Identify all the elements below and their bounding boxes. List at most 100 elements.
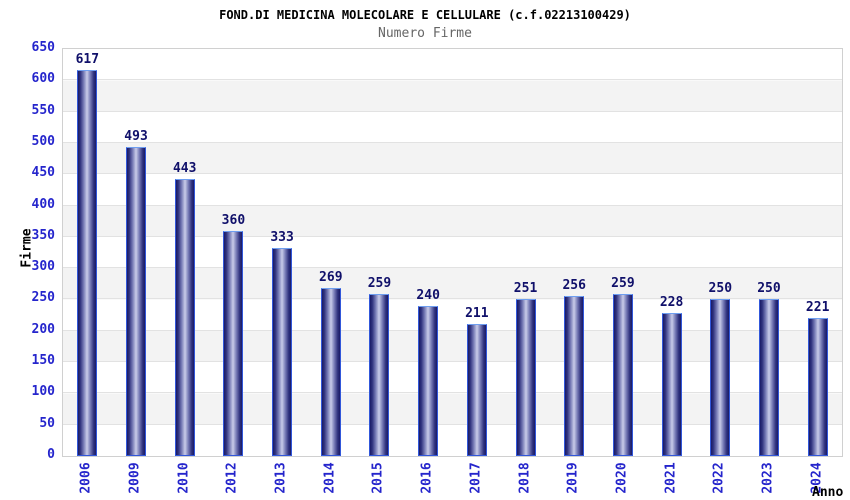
y-tick-label: 600 bbox=[31, 71, 55, 87]
x-tick-slot: 2021 bbox=[646, 457, 695, 499]
gridline bbox=[63, 110, 842, 112]
x-tick-slot: 2014 bbox=[305, 457, 354, 499]
x-tick-slot: 2018 bbox=[500, 457, 549, 499]
gridline bbox=[63, 267, 842, 269]
bar-2009 bbox=[126, 147, 147, 456]
bar-2018 bbox=[515, 298, 536, 456]
bar-value-label: 240 bbox=[416, 287, 440, 303]
y-tick-label: 100 bbox=[31, 384, 55, 400]
x-tick-slot: 2016 bbox=[403, 457, 452, 499]
x-tick-slot: 2020 bbox=[598, 457, 647, 499]
gridline bbox=[63, 204, 842, 206]
bar-2022 bbox=[710, 299, 731, 456]
bar-2010 bbox=[174, 178, 195, 456]
x-tick-label: 2023 bbox=[760, 462, 776, 494]
x-tick-slot: 2017 bbox=[452, 457, 501, 499]
y-tick-label: 0 bbox=[47, 447, 55, 462]
x-tick-slot: 2023 bbox=[744, 457, 793, 499]
bar-value-label: 228 bbox=[659, 295, 684, 311]
bar-value-label: 333 bbox=[270, 229, 294, 245]
bar-slot: 259 bbox=[355, 49, 404, 456]
y-tick-label: 400 bbox=[31, 196, 55, 212]
y-tick-label: 50 bbox=[39, 415, 55, 431]
bar-slot: 259 bbox=[599, 49, 648, 456]
bar-2024 bbox=[807, 317, 828, 456]
bar-value-label: 221 bbox=[805, 299, 830, 315]
bar-2021 bbox=[661, 313, 682, 456]
bar-2015 bbox=[369, 293, 390, 456]
bar-slot: 493 bbox=[112, 49, 161, 456]
gridline bbox=[63, 423, 842, 425]
x-tick-label: 2017 bbox=[468, 462, 484, 494]
x-tick-label: 2013 bbox=[273, 462, 289, 494]
bar-slot: 333 bbox=[258, 49, 307, 456]
bars: 617 493 443 360 333 269 259 240 211 251 256 259 228 2… bbox=[63, 49, 842, 456]
bar-2019 bbox=[564, 295, 585, 456]
gridline bbox=[63, 79, 842, 81]
x-tick-slot: 2006 bbox=[62, 457, 111, 499]
bar-2013 bbox=[272, 247, 293, 456]
y-tick-label: 450 bbox=[31, 165, 55, 181]
plot-area: 617 493 443 360 333 269 259 240 211 251 256 259 228 2… bbox=[62, 48, 843, 457]
y-tick-label: 500 bbox=[31, 133, 55, 149]
x-tick-label: 2009 bbox=[127, 462, 143, 494]
x-tick-slot: 2019 bbox=[549, 457, 598, 499]
x-axis-labels: 2006 2009 2010 2012 2013 2014 2015 2016 2017 2018… bbox=[62, 457, 841, 499]
x-tick-label: 2016 bbox=[419, 462, 435, 494]
x-tick-label: 2015 bbox=[370, 462, 386, 494]
bar-slot: 240 bbox=[404, 49, 453, 456]
bar-2006 bbox=[77, 69, 98, 456]
bar-value-label: 250 bbox=[757, 281, 781, 297]
bar-value-label: 269 bbox=[319, 269, 343, 285]
bar-2017 bbox=[466, 323, 487, 456]
x-tick-label: 2018 bbox=[517, 462, 533, 494]
x-tick-label: 2006 bbox=[78, 462, 94, 494]
chart-title: FOND.DI MEDICINA MOLECOLARE E CELLULARE … bbox=[219, 8, 631, 22]
x-tick-slot: 2013 bbox=[257, 457, 306, 499]
bar-value-label: 617 bbox=[75, 51, 100, 67]
bar-slot: 250 bbox=[745, 49, 794, 456]
bar-slot: 256 bbox=[550, 49, 599, 456]
x-tick-slot: 2010 bbox=[159, 457, 208, 499]
bar-value-label: 360 bbox=[221, 212, 246, 228]
bar-slot: 251 bbox=[501, 49, 550, 456]
x-tick-label: 2014 bbox=[322, 462, 338, 494]
bar-2016 bbox=[418, 305, 439, 456]
gridline bbox=[63, 235, 842, 237]
x-tick-slot: 2009 bbox=[111, 457, 160, 499]
gridline bbox=[63, 329, 842, 331]
chart-subtitle: Numero Firme bbox=[378, 26, 472, 41]
bar-value-label: 259 bbox=[611, 275, 635, 291]
bar-value-label: 211 bbox=[465, 305, 489, 321]
bar-slot: 250 bbox=[696, 49, 745, 456]
y-tick-label: 200 bbox=[31, 321, 55, 337]
bar-slot: 211 bbox=[453, 49, 502, 456]
bar-slot: 443 bbox=[160, 49, 209, 456]
bar-value-label: 256 bbox=[562, 277, 586, 293]
x-tick-label: 2012 bbox=[224, 462, 240, 494]
x-tick-label: 2021 bbox=[663, 462, 679, 494]
bar-2012 bbox=[223, 230, 244, 456]
bar-value-label: 251 bbox=[513, 280, 538, 296]
bar-slot: 269 bbox=[306, 49, 355, 456]
y-tick-label: 150 bbox=[31, 353, 55, 369]
bar-slot: 228 bbox=[647, 49, 696, 456]
bar-value-label: 259 bbox=[367, 275, 392, 291]
bar-2014 bbox=[320, 287, 341, 456]
x-axis-title: Anno bbox=[812, 485, 844, 500]
bar-value-label: 493 bbox=[124, 129, 148, 145]
y-tick-label: 550 bbox=[31, 102, 55, 118]
bar-slot: 617 bbox=[63, 49, 112, 456]
y-tick-label: 300 bbox=[31, 259, 55, 275]
x-tick-slot: 2012 bbox=[208, 457, 257, 499]
x-tick-label: 2019 bbox=[565, 462, 581, 494]
x-tick-slot: 2022 bbox=[695, 457, 744, 499]
bar-slot: 221 bbox=[793, 49, 842, 456]
bar-value-label: 250 bbox=[708, 281, 733, 297]
gridline bbox=[63, 141, 842, 143]
y-tick-label: 350 bbox=[31, 227, 55, 243]
bar-2020 bbox=[612, 293, 633, 456]
x-tick-label: 2010 bbox=[176, 462, 192, 494]
bar-slot: 360 bbox=[209, 49, 258, 456]
y-tick-label: 650 bbox=[31, 40, 55, 55]
